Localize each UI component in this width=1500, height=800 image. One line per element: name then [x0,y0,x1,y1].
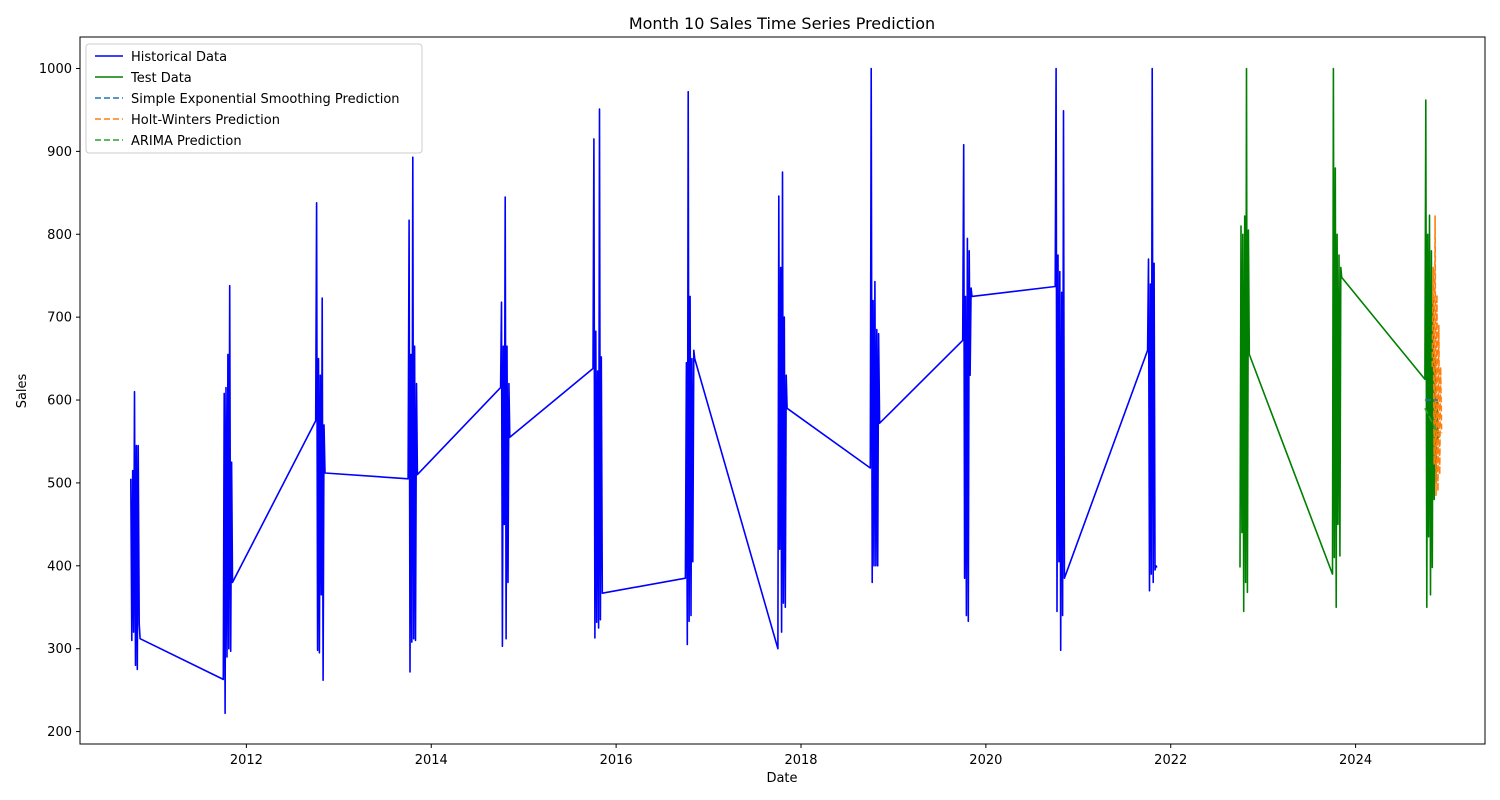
y-tick-label: 800 [47,228,72,243]
series-layer [130,67,1443,715]
legend-label: Historical Data [131,50,227,65]
x-tick-label: 2012 [230,753,263,768]
x-tick-label: 2022 [1154,753,1187,768]
legend: Historical Data Test Data Simple Exponenti… [85,43,423,154]
y-tick-label: 500 [47,476,72,491]
y-tick-label: 300 [47,642,72,657]
y-axis: 200 300 400 500 600 700 800 900 1000 [39,62,80,740]
y-tick-label: 700 [47,311,72,326]
y-axis-label: Sales [15,373,30,408]
x-axis-label: Date [766,771,797,786]
legend-label: Holt-Winters Prediction [131,113,280,128]
legend-label: Simple Exponential Smoothing Prediction [131,92,400,107]
series-line-1 [1239,67,1439,613]
plot-area-frame [79,36,1486,745]
x-axis: 2012 2014 2016 2018 2020 2022 2024 [230,744,1372,768]
legend-label: Test Data [130,71,192,86]
y-tick-label: 1000 [39,62,72,77]
legend-label: ARIMA Prediction [131,134,242,149]
y-tick-label: 600 [47,394,72,409]
legend-box [85,43,423,154]
x-tick-label: 2014 [415,753,448,768]
y-tick-label: 200 [47,725,72,740]
chart-title: Month 10 Sales Time Series Prediction [629,14,935,33]
series-line-3 [1431,215,1443,497]
x-tick-label: 2020 [969,753,1002,768]
x-tick-label: 2018 [784,753,817,768]
series-line-0 [130,67,1158,715]
series-line-4 [1424,407,1439,434]
y-tick-label: 400 [47,559,72,574]
y-tick-label: 900 [47,145,72,160]
x-tick-label: 2016 [600,753,633,768]
x-tick-label: 2024 [1339,753,1372,768]
